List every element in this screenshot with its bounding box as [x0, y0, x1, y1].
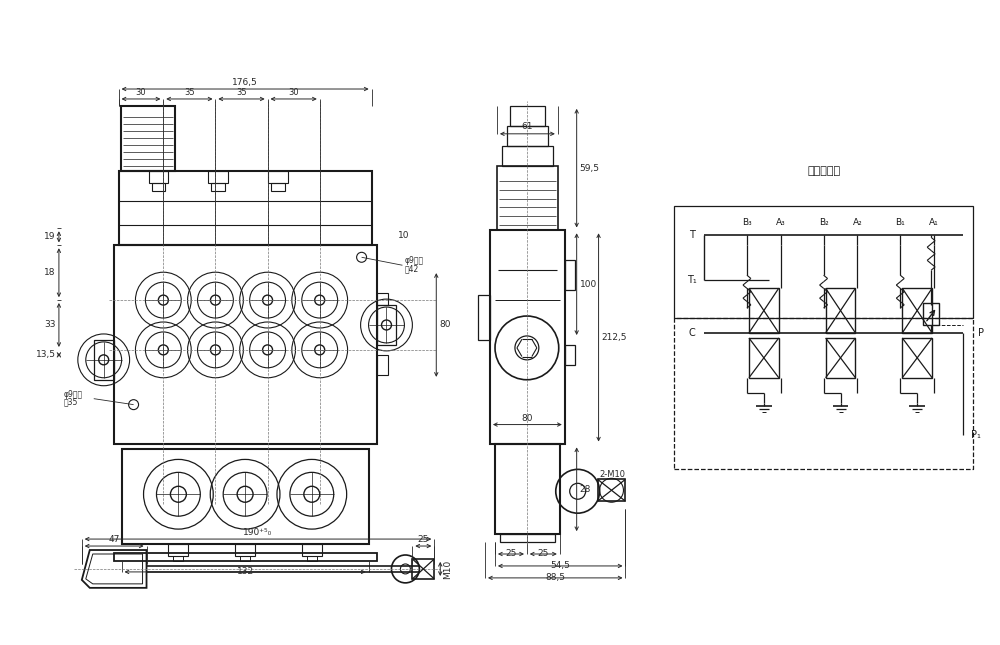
- Bar: [377, 293, 388, 305]
- Text: C: C: [689, 328, 696, 338]
- Text: 176,5: 176,5: [232, 78, 258, 87]
- Text: 80: 80: [522, 413, 533, 422]
- Bar: [377, 355, 388, 375]
- Text: A₂: A₂: [853, 219, 862, 228]
- Text: 液压原理图: 液压原理图: [807, 166, 840, 175]
- Bar: [902, 338, 932, 378]
- Bar: [749, 288, 779, 333]
- Text: 19: 19: [44, 232, 56, 241]
- Bar: [302, 544, 322, 556]
- Bar: [94, 340, 114, 380]
- Text: 100: 100: [580, 280, 597, 289]
- Text: 54,5: 54,5: [550, 561, 570, 570]
- Text: 30: 30: [288, 88, 299, 97]
- Bar: [565, 345, 575, 365]
- Text: B₁: B₁: [895, 219, 905, 228]
- Bar: [208, 171, 228, 183]
- Bar: [271, 183, 285, 190]
- Text: 59,5: 59,5: [580, 164, 600, 173]
- Text: 33: 33: [44, 321, 56, 330]
- Bar: [674, 318, 973, 470]
- Text: T: T: [689, 230, 695, 241]
- Bar: [502, 146, 553, 166]
- Bar: [674, 206, 973, 318]
- Bar: [307, 556, 317, 561]
- Bar: [826, 288, 855, 333]
- Bar: [495, 444, 560, 534]
- Bar: [826, 338, 855, 378]
- Bar: [500, 534, 555, 542]
- Bar: [268, 171, 288, 183]
- Bar: [168, 544, 188, 556]
- Bar: [114, 553, 377, 561]
- Text: 88,5: 88,5: [545, 573, 565, 582]
- Bar: [152, 183, 165, 190]
- Bar: [490, 230, 565, 444]
- Text: 47: 47: [108, 535, 120, 544]
- Bar: [121, 106, 175, 171]
- Bar: [497, 166, 558, 230]
- Text: M10: M10: [443, 559, 452, 579]
- Bar: [923, 303, 939, 325]
- Text: 25: 25: [505, 549, 517, 558]
- Text: P₁: P₁: [971, 430, 981, 439]
- Text: 25: 25: [418, 535, 429, 544]
- Bar: [119, 171, 372, 245]
- Text: 61: 61: [522, 122, 533, 131]
- Bar: [749, 338, 779, 378]
- Text: 132: 132: [237, 567, 254, 576]
- Text: 28: 28: [580, 485, 591, 494]
- Bar: [510, 106, 545, 126]
- Text: 深35: 深35: [64, 398, 78, 406]
- Text: 30: 30: [136, 88, 146, 97]
- Bar: [173, 556, 183, 561]
- Bar: [412, 559, 434, 579]
- Text: 10: 10: [398, 232, 410, 241]
- Text: 190⁺⁵₀: 190⁺⁵₀: [243, 528, 273, 537]
- Bar: [240, 556, 250, 561]
- Bar: [478, 295, 490, 340]
- Text: 18: 18: [44, 268, 56, 277]
- Text: φ9通孔: φ9通孔: [64, 390, 83, 399]
- Text: 35: 35: [184, 88, 195, 97]
- Text: T₁: T₁: [687, 275, 697, 285]
- Text: B₃: B₃: [742, 219, 752, 228]
- Bar: [149, 171, 168, 183]
- Text: P: P: [978, 328, 984, 338]
- Text: 13,5: 13,5: [36, 350, 56, 359]
- Text: A₃: A₃: [776, 219, 786, 228]
- Text: A₁: A₁: [929, 219, 939, 228]
- Bar: [565, 261, 575, 290]
- Bar: [598, 479, 625, 501]
- Bar: [507, 126, 548, 146]
- Bar: [122, 450, 369, 544]
- Text: B₂: B₂: [819, 219, 828, 228]
- Text: 2-M10: 2-M10: [600, 470, 626, 479]
- Text: φ9通孔: φ9通孔: [404, 256, 424, 265]
- Bar: [377, 305, 396, 345]
- Text: 35: 35: [236, 88, 247, 97]
- Text: 25: 25: [538, 549, 549, 558]
- Bar: [114, 245, 377, 444]
- Text: 深42: 深42: [404, 264, 419, 273]
- Text: 212,5: 212,5: [602, 333, 627, 342]
- Bar: [211, 183, 225, 190]
- Bar: [235, 544, 255, 556]
- Bar: [902, 288, 932, 333]
- Text: 80: 80: [439, 321, 451, 330]
